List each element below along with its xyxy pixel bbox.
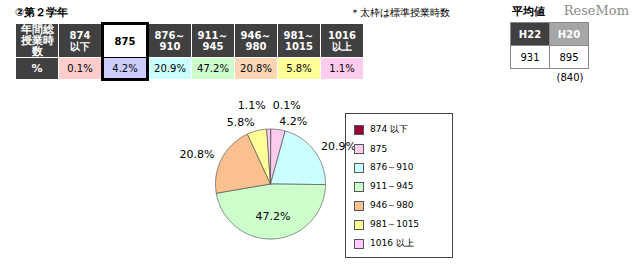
html-text:4.2%: 4.2% bbox=[112, 62, 138, 74]
html-text:ReseMom: ReseMom bbox=[563, 3, 629, 18]
html-text:以上: 以上 bbox=[332, 40, 352, 52]
html-text:1.1%: 1.1% bbox=[329, 63, 355, 74]
html-text:946～: 946～ bbox=[240, 29, 272, 41]
html-text:平均値: 平均値 bbox=[512, 5, 545, 18]
html-text:5.8%: 5.8% bbox=[286, 63, 312, 74]
html-text:980: 980 bbox=[245, 40, 267, 52]
html-text:＊太枠は標準授業時数: ＊太枠は標準授業時数 bbox=[350, 7, 450, 18]
html-text:20.9%: 20.9% bbox=[154, 63, 186, 74]
html-text:874 以下: 874 以下 bbox=[370, 124, 408, 134]
html-text:20.8%: 20.8% bbox=[240, 63, 272, 74]
html-text:876～: 876～ bbox=[154, 29, 186, 41]
html-text:年間総授業時数: 年間総授業時数 bbox=[20, 23, 54, 58]
svg-text:5.8%: 5.8% bbox=[227, 116, 255, 129]
html-text:②第２学年: ②第２学年 bbox=[15, 6, 69, 19]
html-text:910: 910 bbox=[159, 40, 181, 52]
html-text:875: 875 bbox=[370, 143, 388, 154]
html-text:911～945: 911～945 bbox=[370, 181, 414, 191]
html-text:895: 895 bbox=[559, 51, 579, 63]
html-text:946～980: 946～980 bbox=[370, 200, 414, 210]
svg-text:1.1%: 1.1% bbox=[238, 99, 266, 112]
html-text:931: 931 bbox=[520, 51, 540, 63]
html-text:1016 以上: 1016 以上 bbox=[370, 238, 414, 248]
svg-text:20.9%: 20.9% bbox=[321, 139, 356, 152]
html-text:以下: 以下 bbox=[70, 40, 90, 52]
html-text:1015: 1015 bbox=[285, 40, 313, 52]
html-text:876～910: 876～910 bbox=[370, 162, 414, 172]
html-text:1016: 1016 bbox=[328, 29, 356, 41]
html-text:H22: H22 bbox=[518, 28, 542, 40]
html-text:47.2%: 47.2% bbox=[197, 63, 229, 74]
html-text:874: 874 bbox=[69, 29, 91, 41]
svg-text:47.2%: 47.2% bbox=[256, 210, 291, 223]
svg-text:4.2%: 4.2% bbox=[279, 115, 307, 128]
html-text:875: 875 bbox=[114, 35, 136, 47]
html-text:H20: H20 bbox=[557, 28, 581, 40]
svg-text:20.8%: 20.8% bbox=[180, 148, 215, 161]
html-text:(840): (840) bbox=[556, 72, 584, 83]
html-text:911～: 911～ bbox=[197, 29, 229, 41]
html-text:945: 945 bbox=[202, 40, 224, 52]
html-text:0.1%: 0.1% bbox=[67, 63, 93, 74]
html-text:981～: 981～ bbox=[283, 29, 315, 41]
svg-text:0.1%: 0.1% bbox=[273, 99, 301, 112]
html-text:981～1015: 981～1015 bbox=[370, 219, 420, 229]
